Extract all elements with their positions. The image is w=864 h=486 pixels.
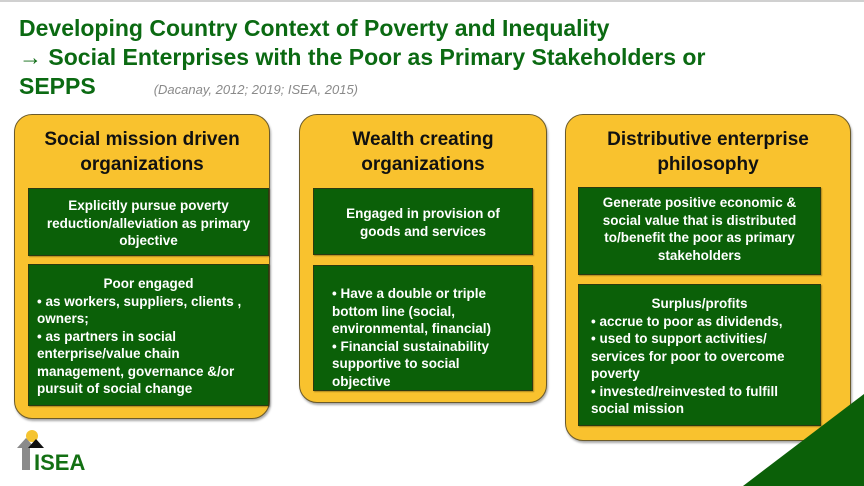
panel-2-box-1: Engaged in provision of goods and servic… [313,188,533,255]
sun-icon [26,430,38,442]
bullet: • Financial sustainability supportive to… [332,338,490,389]
corner-decoration [743,394,864,486]
panel-3-box-1: Generate positive economic & social valu… [578,187,821,275]
box-text: Generate positive economic & social valu… [602,195,797,263]
panel-heading: Social mission driven organizations [44,129,240,175]
arrow-up-icon [17,438,35,470]
slide-title: Developing Country Context of Poverty an… [19,14,705,104]
panel-1-box-1: Explicitly pursue poverty reduction/alle… [28,188,269,256]
panel-1-box-2: Poor engaged • as workers, suppliers, cl… [28,264,269,406]
box-heading: Poor engaged [103,276,194,291]
title-line-2: → Social Enterprises with the Poor as Pr… [19,44,706,70]
box-text: Explicitly pursue poverty reduction/alle… [46,198,251,248]
panel-3-box-2: Surplus/profits • accrue to poor as divi… [578,284,821,426]
title-line-1: Developing Country Context of Poverty an… [19,15,610,41]
title-line-3: SEPPS [19,73,96,99]
top-border [0,0,864,2]
panel-heading: Distributive enterprise philosophy [607,129,809,175]
bullet: • accrue to poor as dividends, [591,313,783,329]
panel-2-box-2: • Have a double or triple bottom line (s… [313,265,533,391]
box-heading: Surplus/profits [651,296,748,311]
box-text: Engaged in provision of goods and servic… [346,206,500,239]
bullet: • as workers, suppliers, clients , owner… [37,293,242,327]
bullet: • as partners in social enterprise/value… [37,328,235,397]
citation: (Dacanay, 2012; 2019; ISEA, 2015) [153,82,358,97]
panel-heading: Wealth creating organizations [352,129,494,175]
isea-logo: ISEA [17,430,85,475]
bullet: • Have a double or triple bottom line (s… [332,286,492,336]
bullet: • used to support activities/ services f… [591,331,785,381]
svg-text:ISEA: ISEA [34,450,85,475]
bullet: • invested/reinvested to fulfill social … [591,383,779,417]
